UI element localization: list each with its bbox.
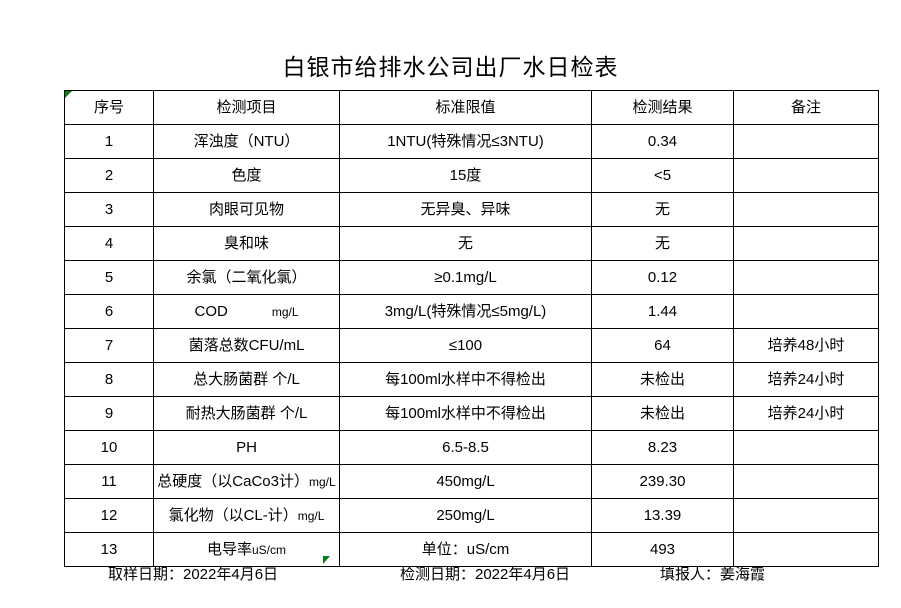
table-row: 6 COD mg/L 3mg/L(特殊情况≤5mg/L) 1.44 [64, 294, 879, 329]
cell-result: <5 [591, 158, 734, 193]
cell-note [733, 158, 879, 193]
cell-result: 未检出 [591, 396, 734, 431]
table-row: 11 总硬度（以CaCo3计）mg/L 450mg/L 239.30 [64, 464, 879, 499]
cell-no: 13 [64, 532, 154, 567]
cell-limit: 250mg/L [339, 498, 592, 533]
table-body: 序号 检测项目 标准限值 检测结果 备注 1 浑浊度（NTU） 1NTU(特殊情况≤… [64, 90, 879, 567]
cell-result: 8.23 [591, 430, 734, 465]
cell-item: 总硬度（以CaCo3计）mg/L [153, 464, 340, 499]
cell-limit: 3mg/L(特殊情况≤5mg/L) [339, 294, 592, 329]
cell-no: 3 [64, 192, 154, 227]
cell-item: 肉眼可见物 [153, 192, 340, 227]
cell-note [733, 124, 879, 159]
cell-result: 无 [591, 226, 734, 261]
cell-no: 1 [64, 124, 154, 159]
cell-item: 电导率uS/cm [153, 532, 340, 567]
cell-result: 493 [591, 532, 734, 567]
cell-note [733, 430, 879, 465]
cell-result: 无 [591, 192, 734, 227]
cell-result: 未检出 [591, 362, 734, 397]
table-row: 12 氯化物（以CL-计）mg/L 250mg/L 13.39 [64, 498, 879, 533]
column-header-limit: 标准限值 [339, 90, 592, 125]
column-header-note: 备注 [733, 90, 879, 125]
cell-note [733, 464, 879, 499]
cell-result: 13.39 [591, 498, 734, 533]
cell-no: 7 [64, 328, 154, 363]
cell-no: 11 [64, 464, 154, 499]
cell-item: 菌落总数CFU/mL [153, 328, 340, 363]
cell-item: 耐热大肠菌群 个/L [153, 396, 340, 431]
cell-no: 10 [64, 430, 154, 465]
table-row: 3 肉眼可见物 无异臭、异味无 [64, 192, 879, 227]
cell-no: 4 [64, 226, 154, 261]
column-header-item: 检测项目 [153, 90, 340, 125]
footer: 取样日期：2022年4月6日 检测日期：2022年4月6日 填报人：姜海霞 [0, 564, 901, 590]
cell-item-unit: uS/cm [252, 542, 287, 557]
cell-limit: 每100ml水样中不得检出 [339, 362, 592, 397]
cell-limit: 1NTU(特殊情况≤3NTU) [339, 124, 592, 159]
cell-limit: ≥0.1mg/L [339, 260, 592, 295]
cell-item: 浑浊度（NTU） [153, 124, 340, 159]
cell-limit: 每100ml水样中不得检出 [339, 396, 592, 431]
cell-note [733, 532, 879, 567]
cell-note: 培养24小时 [733, 362, 879, 397]
table-row: 7 菌落总数CFU/mL ≤100 64 培养48小时 [64, 328, 879, 363]
column-header-no: 序号 [64, 90, 154, 125]
cell-no: 8 [64, 362, 154, 397]
cell-item: COD mg/L [153, 294, 340, 329]
test-date-label: 检测日期：2022年4月6日 [400, 566, 571, 583]
cell-result: 239.30 [591, 464, 734, 499]
cell-item-unit: mg/L [297, 508, 325, 523]
cell-limit: 无异臭、异味 [339, 192, 592, 227]
table-header-row: 序号 检测项目 标准限值 检测结果 备注 [64, 90, 879, 125]
table-row: 1 浑浊度（NTU） 1NTU(特殊情况≤3NTU) 0.34 [64, 124, 879, 159]
cell-note: 培养48小时 [733, 328, 879, 363]
cell-no: 2 [64, 158, 154, 193]
cell-note [733, 498, 879, 533]
cell-limit: 无 [339, 226, 592, 261]
cell-item: 总大肠菌群 个/L [153, 362, 340, 397]
sample-date-label: 取样日期：2022年4月6日 [108, 566, 279, 583]
cell-limit: 450mg/L [339, 464, 592, 499]
filled-by-label: 填报人：姜海霞 [660, 566, 766, 583]
cell-item: PH [153, 430, 340, 465]
cell-item-text: 总硬度（以CaCo3计） [157, 472, 309, 490]
cell-item: 余氯（二氧化氯） [153, 260, 340, 295]
water-quality-report-table: 序号 检测项目 标准限值 检测结果 备注 1 浑浊度（NTU） 1NTU(特殊情况≤… [64, 90, 879, 567]
cell-no: 5 [64, 260, 154, 295]
cell-note [733, 294, 879, 329]
cell-limit: 15度 [339, 158, 592, 193]
cell-item: 臭和味 [153, 226, 340, 261]
page-title: 白银市给排水公司出厂水日检表 [282, 54, 619, 80]
table-row: 10 PH 6.5-8.5 8.23 [64, 430, 879, 465]
cell-result: 64 [591, 328, 734, 363]
cell-no: 12 [64, 498, 154, 533]
cell-item-text: 电导率 [206, 540, 252, 558]
cell-limit: ≤100 [339, 328, 592, 363]
cell-limit: 6.5-8.5 [339, 430, 592, 465]
cell-limit: 单位：uS/cm [339, 532, 592, 567]
cell-note [733, 192, 879, 227]
table-row: 8 总大肠菌群 个/L 每100ml水样中不得检出 未检出 培养24小时 [64, 362, 879, 397]
table-row: 9 耐热大肠菌群 个/L 每100ml水样中不得检出 未检出 培养24小时 [64, 396, 879, 431]
cell-note [733, 260, 879, 295]
cell-item: 氯化物（以CL-计）mg/L [153, 498, 340, 533]
cell-result: 0.12 [591, 260, 734, 295]
cell-item: 色度 [153, 158, 340, 193]
cell-item-text: COD [194, 302, 228, 320]
column-header-result: 检测结果 [591, 90, 734, 125]
cell-note [733, 226, 879, 261]
table-row: 13 电导率uS/cm 单位：uS/cm 493 [64, 532, 879, 567]
cell-item-text: 氯化物（以CL-计） [168, 506, 298, 524]
cell-result: 0.34 [591, 124, 734, 159]
cell-no: 9 [64, 396, 154, 431]
cell-item-unit: mg/L [309, 474, 336, 489]
table-row: 2 色度 15度 <5 [64, 158, 879, 193]
cell-note: 培养24小时 [733, 396, 879, 431]
cell-item-unit: mg/L [271, 304, 299, 319]
cell-result: 1.44 [591, 294, 734, 329]
cell-no: 6 [64, 294, 154, 329]
table-row: 5 余氯（二氧化氯） ≥0.1mg/L 0.12 [64, 260, 879, 295]
table-row: 4 臭和味无无 [64, 226, 879, 261]
